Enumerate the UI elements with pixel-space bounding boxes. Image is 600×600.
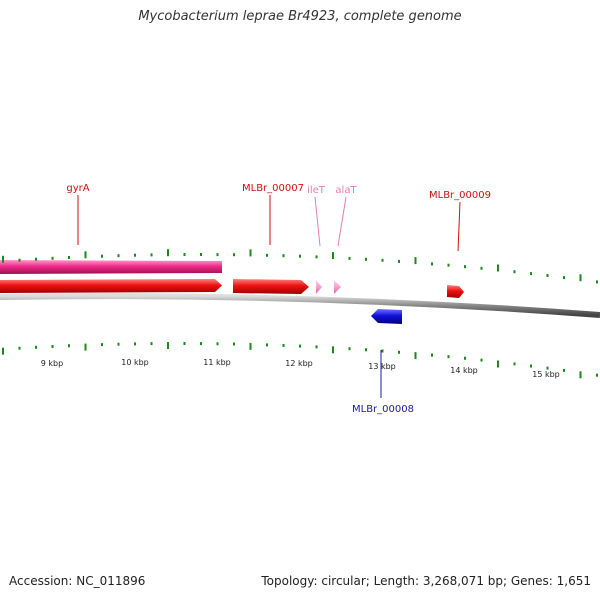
scale-label: 15 kbp bbox=[532, 370, 560, 379]
scale-label: 14 kbp bbox=[450, 366, 478, 375]
MLBr_00009-leader bbox=[457, 201, 461, 252]
ileT-feature bbox=[316, 280, 322, 294]
accession-text: Accession: NC_011896 bbox=[9, 574, 146, 588]
alaT-feature bbox=[334, 280, 341, 294]
map-title: Mycobacterium leprae Br4923, complete ge… bbox=[138, 9, 462, 24]
scale-label: 10 kbp bbox=[121, 358, 149, 367]
genome-stats-text: Topology: circular; Length: 3,268,071 bp… bbox=[261, 574, 591, 588]
outer-tick-ring bbox=[2, 249, 598, 284]
MLBr_00007-label: MLBr_00007 bbox=[242, 183, 304, 194]
scale-label: 9 kbp bbox=[41, 359, 63, 368]
alaT-label: alaT bbox=[335, 185, 357, 196]
gene-band bbox=[0, 260, 222, 274]
ileT-leader bbox=[314, 196, 321, 247]
MLBr_00008-feature bbox=[371, 309, 402, 324]
MLBr_00007-feature bbox=[233, 279, 309, 294]
inner-tick-ring bbox=[2, 342, 598, 379]
genome-backbone bbox=[0, 293, 600, 318]
scale-label: 11 kbp bbox=[203, 358, 231, 367]
ileT-label: ileT bbox=[307, 185, 326, 196]
kbp-scale: 9 kbp 10 kbp 11 kbp 12 kbp 13 kbp 14 kbp… bbox=[41, 358, 560, 379]
gyrA-label: gyrA bbox=[66, 183, 89, 194]
scale-label: 13 kbp bbox=[368, 362, 396, 371]
alaT-leader bbox=[337, 196, 347, 247]
scale-label: 12 kbp bbox=[285, 359, 313, 368]
MLBr_00009-label: MLBr_00009 bbox=[429, 190, 491, 201]
gyrA-feature bbox=[0, 279, 222, 293]
MLBr_00009-feature bbox=[447, 285, 464, 298]
MLBr_00008-label: MLBr_00008 bbox=[352, 404, 414, 415]
